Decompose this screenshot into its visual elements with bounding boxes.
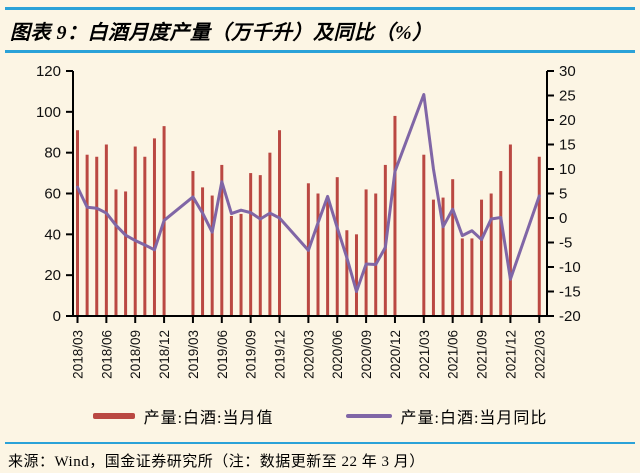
x-axis-tick-label: 2019/06: [215, 330, 230, 379]
legend-item-production: 产量:白酒:当月值: [92, 404, 274, 428]
right-axis-tick-label: -5: [559, 235, 572, 252]
right-axis-tick-label: -10: [559, 259, 581, 276]
bar: [258, 175, 262, 317]
legend-bar-swatch: [92, 413, 135, 419]
right-axis-tick-label: 15: [559, 137, 576, 154]
bar: [345, 230, 349, 316]
x-axis-tick-label: 2020/09: [359, 330, 374, 379]
yoy-line: [76, 93, 541, 293]
bar: [431, 199, 435, 317]
x-axis-tick-label: 2021/03: [417, 330, 432, 379]
left-axis-tick-label: 40: [44, 226, 61, 243]
bar: [508, 144, 512, 316]
x-axis-tick-label: 2020/03: [301, 330, 316, 379]
bar: [393, 115, 397, 316]
source-note: 来源：Wind，国金证券研究所（注：数据更新至 22 年 3 月）: [8, 454, 425, 470]
left-axis-tick-label: 120: [36, 63, 61, 80]
bar: [268, 152, 272, 316]
bar: [364, 189, 368, 316]
bar: [76, 130, 79, 316]
left-axis-tick-label: 0: [53, 308, 61, 325]
x-axis-tick-label: 2021/06: [446, 330, 461, 379]
bar: [422, 154, 426, 316]
chart-area: 0 20 40 60 80 100 120 30 25 20 15 10 5 0 -5 -10 -15 -20 20…: [0, 53, 640, 403]
title-row: 图表 9：白酒月度产量（万千升）及同比（%）: [0, 10, 640, 50]
right-axis-tick-label: 20: [559, 112, 576, 129]
chart-legend: 产量:白酒:当月值 产量:白酒:当月同比: [0, 403, 640, 429]
x-axis-tick-label: 2021/12: [503, 330, 518, 379]
x-axis-tick-label: 2021/09: [475, 330, 490, 379]
bar: [489, 193, 493, 316]
bar: [152, 138, 156, 317]
bar: [374, 193, 378, 316]
bar: [441, 197, 445, 316]
x-axis-tick-label: 2018/12: [157, 330, 172, 379]
bar: [480, 199, 484, 317]
legend-label-yoy: 产量:白酒:当月同比: [400, 410, 548, 427]
right-axis-tick-label: 30: [559, 63, 576, 80]
bar: [278, 130, 282, 316]
bar: [191, 171, 195, 316]
bar: [220, 164, 224, 316]
page-title: 图表 9：白酒月度产量（万千升）及同比（%）: [10, 22, 433, 44]
legend-item-yoy: 产量:白酒:当月同比: [345, 404, 548, 428]
bar: [95, 156, 99, 316]
x-axis-tick-label: 2022/03: [532, 330, 547, 379]
bar: [124, 191, 128, 316]
bar: [499, 171, 503, 316]
x-axis-tick-label: 2020/12: [388, 330, 403, 379]
divider-top: [5, 7, 635, 10]
bar: [335, 177, 339, 316]
right-axis-tick-label: 0: [559, 210, 567, 227]
left-axis-tick-label: 100: [36, 104, 61, 121]
divider-under-title: [5, 50, 635, 53]
x-axis-tick-label: 2019/12: [273, 330, 288, 379]
right-axis-tick-label: 5: [559, 186, 567, 203]
figure-page: { "header": { "title": "图表 9：白酒月度产量（万千升）…: [0, 7, 640, 473]
right-axis-tick-label: -15: [559, 284, 581, 301]
bar: [451, 179, 455, 316]
bar: [470, 238, 474, 316]
legend-line-swatch: [345, 414, 392, 418]
bar: [133, 146, 137, 316]
x-axis-tick-label: 2020/06: [330, 330, 345, 379]
x-axis-tick-label: 2019/09: [244, 330, 259, 379]
x-axis-tick-label: 2018/09: [128, 330, 143, 379]
x-axis-tick-label: 2018/03: [71, 330, 86, 379]
bar: [143, 156, 147, 316]
bar: [249, 173, 253, 316]
left-axis-tick-label: 20: [44, 267, 61, 284]
bar: [114, 189, 118, 316]
divider-footer: [5, 442, 635, 444]
right-axis-tick-label: -20: [559, 308, 581, 325]
legend-label-production: 产量:白酒:当月值: [143, 410, 274, 427]
bar: [229, 215, 233, 316]
bar: [460, 238, 464, 316]
left-axis-tick-label: 60: [44, 186, 61, 203]
bar: [326, 199, 330, 317]
bar: [210, 195, 214, 316]
left-axis-tick-label: 80: [44, 145, 61, 162]
bar: [239, 213, 243, 316]
bar: [537, 156, 541, 316]
x-axis-tick-label: 2019/03: [186, 330, 201, 379]
chart-canvas: 0 20 40 60 80 100 120 30 25 20 15 10 5 0 -5 -10 -15 -20 20…: [36, 63, 581, 379]
bar: [104, 144, 108, 316]
x-axis-tick-label: 2018/06: [99, 330, 114, 379]
right-axis-tick-label: 25: [559, 88, 576, 105]
right-axis-tick-label: 10: [559, 161, 576, 178]
bar: [201, 187, 205, 317]
bar: [316, 193, 320, 316]
bar: [354, 234, 358, 316]
bar: [85, 154, 89, 316]
